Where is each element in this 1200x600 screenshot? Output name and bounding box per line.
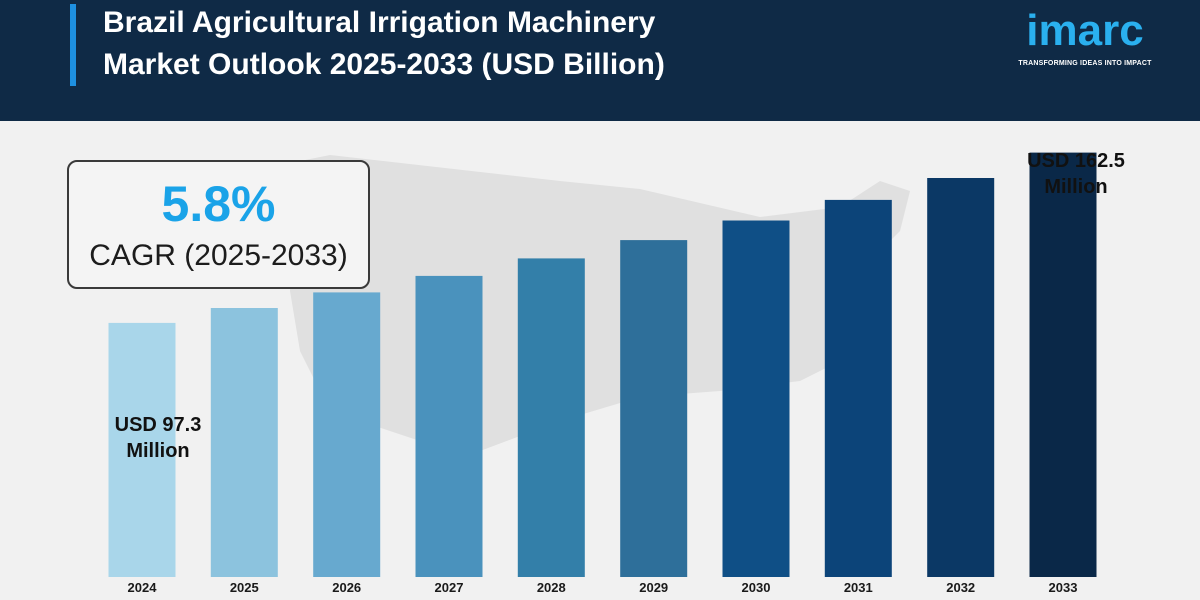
- x-tick-label-2026: 2026: [332, 580, 361, 595]
- cagr-box: 5.8% CAGR (2025-2033): [67, 160, 370, 289]
- chart-title: Brazil Agricultural Irrigation Machinery…: [103, 2, 883, 86]
- x-tick-label-2031: 2031: [844, 580, 873, 595]
- x-tick-label-2032: 2032: [946, 580, 975, 595]
- x-tick-label-2029: 2029: [639, 580, 668, 595]
- imarc-logo: imarc TRANSFORMING IDEAS INTO IMPACT: [1010, 6, 1170, 76]
- x-tick-label-2024: 2024: [128, 580, 158, 595]
- cagr-label: CAGR (2025-2033): [89, 239, 348, 272]
- cagr-value: 5.8%: [161, 176, 276, 232]
- bar-2024: [108, 322, 176, 577]
- bar-2026: [313, 292, 381, 577]
- bar-2033: [1029, 152, 1097, 577]
- x-tick-label-2025: 2025: [230, 580, 259, 595]
- bar-2031: [824, 199, 892, 577]
- x-tick-label-2028: 2028: [537, 580, 566, 595]
- bar-2029: [620, 240, 688, 577]
- bar-2028: [517, 258, 585, 577]
- logo-wordmark: imarc: [1026, 6, 1144, 55]
- end-value-unit: Million: [1044, 176, 1108, 198]
- title-accent-bar: [70, 4, 76, 86]
- end-value-amount: USD 162.5: [1027, 150, 1125, 172]
- bar-2032: [927, 178, 995, 577]
- title-line-2: Market Outlook 2025-2033 (USD Billion): [103, 48, 665, 81]
- x-tick-label-2030: 2030: [742, 580, 771, 595]
- start-value-callout: USD 97.3 Million: [100, 412, 216, 464]
- x-tick-label-2033: 2033: [1049, 580, 1078, 595]
- bar-2030: [722, 220, 790, 577]
- start-value-amount: USD 97.3: [114, 414, 202, 436]
- x-tick-label-2027: 2027: [435, 580, 464, 595]
- logo-tagline: TRANSFORMING IDEAS INTO IMPACT: [1018, 60, 1152, 67]
- bar-2027: [415, 275, 483, 577]
- bar-2025: [210, 308, 278, 577]
- header-banner: Brazil Agricultural Irrigation Machinery…: [0, 0, 1200, 121]
- end-value-callout: USD 162.5 Million: [1010, 148, 1142, 200]
- title-line-1: Brazil Agricultural Irrigation Machinery: [103, 6, 656, 39]
- start-value-unit: Million: [126, 440, 190, 462]
